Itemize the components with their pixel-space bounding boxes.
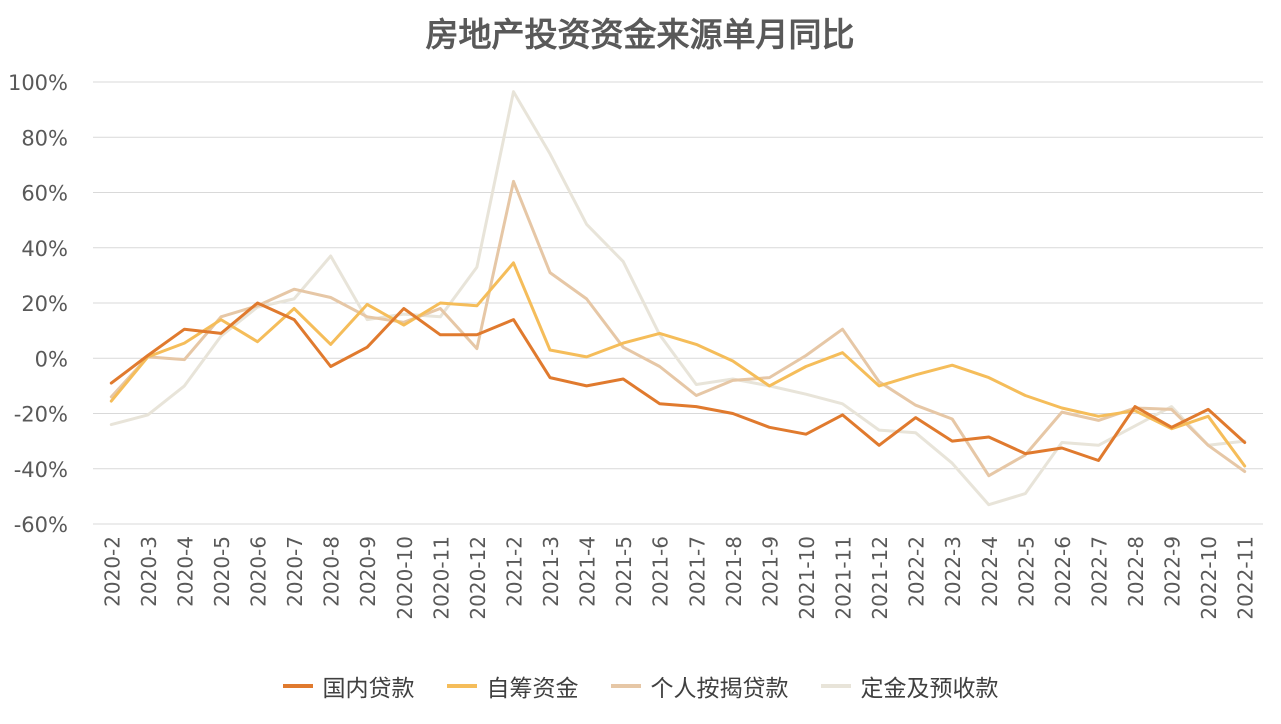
legend: 国内贷款 自筹资金 个人按揭贷款 定金及预收款 bbox=[0, 668, 1281, 704]
x-tick-label: 2021-11 bbox=[832, 536, 856, 620]
series-line-4 bbox=[109, 90, 1247, 507]
y-tick-label: 20% bbox=[21, 292, 68, 316]
x-tick-label: 2021-2 bbox=[502, 536, 526, 607]
x-tick-label: 2020-4 bbox=[173, 536, 197, 607]
x-tick-label: 2020-9 bbox=[356, 536, 380, 607]
x-tick-label: 2022-7 bbox=[1087, 536, 1111, 607]
legend-swatch bbox=[282, 684, 313, 688]
x-tick-label: 2021-12 bbox=[868, 536, 892, 620]
x-tick-label: 2020-10 bbox=[393, 536, 417, 620]
x-axis-ticks: 2020-2 2020-3 2020-4 2020-5 2020-6 2020-7 2020… bbox=[100, 536, 1257, 620]
legend-label: 个人按揭贷款 bbox=[650, 676, 789, 702]
y-tick-label: 60% bbox=[21, 182, 68, 206]
legend-item: 自筹资金 bbox=[446, 669, 579, 703]
legend-item: 国内贷款 bbox=[282, 669, 415, 703]
x-tick-label: 2022-10 bbox=[1197, 536, 1221, 620]
x-tick-label: 2022-9 bbox=[1161, 536, 1185, 607]
y-tick-label: 100% bbox=[8, 71, 68, 95]
x-tick-label: 2022-5 bbox=[1014, 536, 1038, 607]
y-tick-label: 0% bbox=[35, 347, 68, 371]
x-tick-label: 2020-7 bbox=[283, 536, 307, 607]
series-line-1 bbox=[109, 301, 1247, 462]
x-tick-label: 2021-8 bbox=[722, 536, 746, 607]
x-tick-label: 2021-6 bbox=[649, 536, 673, 607]
legend-swatch bbox=[446, 684, 477, 688]
legend-item: 个人按揭贷款 bbox=[610, 669, 789, 703]
y-tick-label: 40% bbox=[21, 237, 68, 261]
x-tick-label: 2022-8 bbox=[1124, 536, 1148, 607]
series-line-3 bbox=[109, 179, 1247, 478]
x-tick-label: 2021-9 bbox=[758, 536, 782, 607]
x-tick-label: 2021-7 bbox=[685, 536, 709, 607]
x-tick-label: 2021-5 bbox=[612, 536, 636, 607]
series-line-2 bbox=[109, 261, 1247, 468]
y-tick-label: -40% bbox=[14, 458, 68, 482]
series-lines bbox=[109, 90, 1247, 507]
x-tick-label: 2020-12 bbox=[466, 536, 490, 620]
x-tick-label: 2020-6 bbox=[247, 536, 271, 607]
x-tick-label: 2020-8 bbox=[320, 536, 344, 607]
x-tick-label: 2021-10 bbox=[795, 536, 819, 620]
y-tick-label: 80% bbox=[21, 126, 68, 150]
x-tick-label: 2022-3 bbox=[941, 536, 965, 607]
legend-label: 定金及预收款 bbox=[860, 676, 999, 702]
y-tick-label: -20% bbox=[14, 403, 68, 427]
legend-label: 自筹资金 bbox=[486, 676, 579, 702]
x-tick-label: 2020-11 bbox=[429, 536, 453, 620]
x-tick-label: 2021-3 bbox=[539, 536, 563, 607]
x-tick-label: 2022-2 bbox=[905, 536, 929, 607]
x-tick-label: 2022-11 bbox=[1234, 536, 1258, 620]
legend-label: 国内贷款 bbox=[322, 676, 415, 702]
y-tick-label: -60% bbox=[14, 513, 68, 537]
legend-swatch bbox=[820, 684, 851, 688]
x-tick-label: 2020-5 bbox=[210, 536, 234, 607]
x-tick-label: 2022-4 bbox=[978, 536, 1002, 607]
x-tick-label: 2022-6 bbox=[1051, 536, 1075, 607]
x-tick-label: 2021-4 bbox=[576, 536, 600, 607]
y-axis-ticks: 100% 80% 60% 40% 20% 0% -20% -40% -60% bbox=[8, 71, 68, 537]
chart-title: 房地产投资资金来源单月同比 bbox=[426, 15, 855, 54]
legend-item: 定金及预收款 bbox=[820, 669, 999, 703]
legend-swatch bbox=[610, 684, 641, 688]
x-tick-label: 2020-2 bbox=[100, 536, 124, 607]
x-tick-label: 2020-3 bbox=[137, 536, 161, 607]
